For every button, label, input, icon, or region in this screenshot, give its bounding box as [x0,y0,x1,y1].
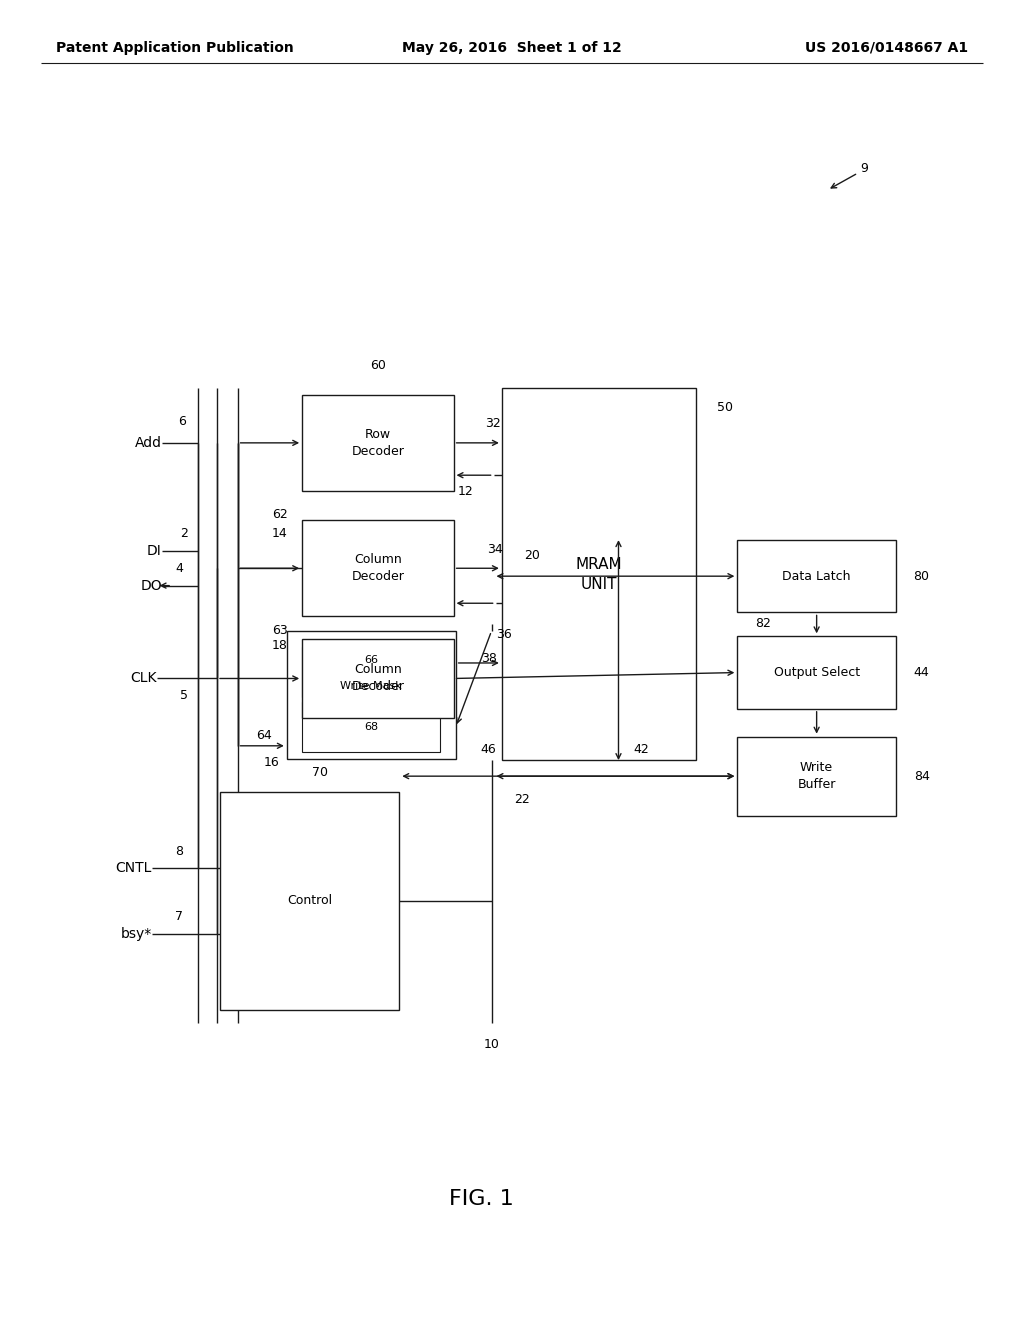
Text: US 2016/0148667 A1: US 2016/0148667 A1 [805,41,968,54]
Text: 50: 50 [717,401,733,414]
Text: 4: 4 [175,562,183,576]
Text: MRAM
UNIT: MRAM UNIT [575,557,623,591]
Bar [220,792,399,1010]
Text: 38: 38 [481,652,498,665]
Text: 9: 9 [860,162,868,176]
Bar [737,636,896,709]
Text: CNTL: CNTL [115,861,152,875]
Text: 64: 64 [256,729,272,742]
Text: DI: DI [147,544,162,558]
Text: 8: 8 [175,845,183,858]
Text: 46: 46 [480,743,497,756]
Text: May 26, 2016  Sheet 1 of 12: May 26, 2016 Sheet 1 of 12 [402,41,622,54]
Text: 42: 42 [633,743,649,756]
Text: Output Select: Output Select [773,667,860,678]
Text: 82: 82 [755,616,771,630]
Bar [287,631,456,759]
Text: CLK: CLK [130,672,157,685]
Text: 5: 5 [180,689,188,702]
Text: 16: 16 [263,756,280,770]
Text: 36: 36 [496,628,512,642]
Text: 32: 32 [484,417,501,429]
Text: 14: 14 [271,527,288,540]
Text: Row
Decoder: Row Decoder [351,428,404,458]
Bar [302,395,454,491]
Text: 62: 62 [271,508,288,521]
Bar [302,702,440,752]
Text: 34: 34 [486,544,503,556]
Bar [737,737,896,816]
Text: FIG. 1: FIG. 1 [449,1188,514,1209]
Bar [302,647,440,697]
Bar [502,388,696,760]
Text: 22: 22 [514,793,530,807]
Text: 10: 10 [483,1038,500,1051]
Bar [302,639,454,718]
Text: Write Mask: Write Mask [340,681,402,692]
Text: DO: DO [140,578,162,593]
Text: 44: 44 [913,667,930,678]
Text: Column
Decoder: Column Decoder [351,664,404,693]
Bar [302,520,454,616]
Bar [737,540,896,612]
Text: 2: 2 [180,527,188,540]
Text: 12: 12 [458,484,474,498]
Text: 63: 63 [271,624,288,638]
Text: 68: 68 [365,722,378,733]
Text: 80: 80 [913,570,930,582]
Text: Write
Buffer: Write Buffer [798,762,836,791]
Text: Control: Control [287,895,333,907]
Text: Data Latch: Data Latch [782,570,851,582]
Text: 18: 18 [271,639,288,652]
Text: 60: 60 [370,359,386,372]
Text: Column
Decoder: Column Decoder [351,553,404,583]
Text: 70: 70 [312,766,328,779]
Text: 7: 7 [175,909,183,923]
Text: 20: 20 [524,549,541,561]
Text: Add: Add [135,436,162,450]
Text: 84: 84 [913,770,930,783]
Text: bsy*: bsy* [120,927,152,941]
Text: 6: 6 [178,416,186,428]
Text: Patent Application Publication: Patent Application Publication [56,41,294,54]
Text: 66: 66 [365,655,378,665]
